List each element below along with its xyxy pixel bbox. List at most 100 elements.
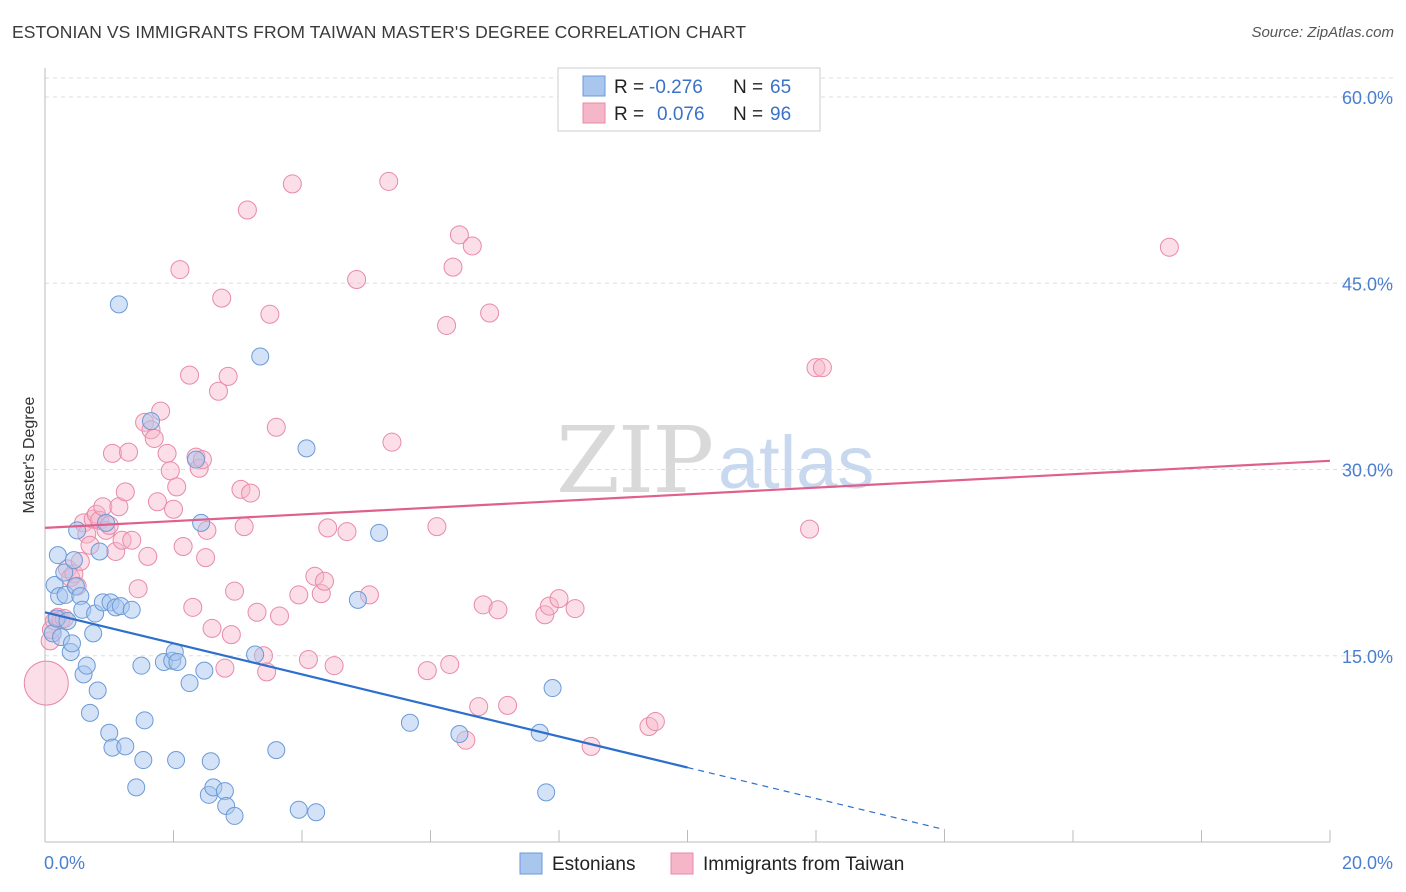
estonian-point [251,347,270,366]
taiwan-point [498,695,518,715]
estonian-point [168,652,187,671]
taiwan-point [170,260,190,280]
chart-title: ESTONIAN VS IMMIGRANTS FROM TAIWAN MASTE… [12,22,747,42]
taiwan-point [119,442,139,462]
estonians-trend-line [44,611,688,769]
taiwan-point [196,548,216,568]
taiwan-point [180,365,200,385]
taiwan-point [427,517,447,537]
taiwan-point [23,660,69,706]
y-tick-label: 15.0% [1342,647,1393,667]
bottom-legend-estonians: Estonians [552,854,635,875]
taiwan-point [225,581,245,601]
legend-swatch-estonians [582,75,606,97]
taiwan-point [260,304,280,324]
legend-r-value: 0.076 [657,104,705,125]
bottom-legend-swatch-taiwan [670,852,694,875]
estonian-point [246,645,265,664]
taiwan-point [382,432,402,452]
estonian-point [142,412,161,431]
estonian-point [116,737,135,756]
estonian-point [195,661,214,680]
taiwan-trend-line [44,459,1331,529]
estonian-point [55,563,74,582]
correlation-legend: R = -0.276 N = 65 R = 0.076 N = 96 [557,67,821,132]
taiwan-point [469,697,489,717]
taiwan-point [237,200,257,220]
legend-n-label: N = [733,104,763,125]
taiwan-point [812,358,832,378]
taiwan-point [440,654,460,674]
estonian-point [122,600,141,619]
axes [44,68,1331,843]
taiwan-point [379,171,399,191]
taiwan-point [311,584,331,604]
taiwan-point [270,606,290,626]
taiwan-point [282,174,302,194]
estonian-point [88,681,107,700]
taiwan-point [1159,237,1179,257]
estonian-point [267,741,286,760]
estonian-point [167,751,186,770]
taiwan-point [241,483,261,503]
taiwan-point [102,443,122,463]
estonian-point [289,800,308,819]
estonian-point [62,634,81,653]
estonian-point [450,724,469,743]
y-tick-labels: 15.0% 30.0% 45.0% 60.0% [1342,88,1393,667]
estonian-point [84,624,103,643]
taiwan-point [218,366,238,386]
estonian-point [48,546,67,565]
taiwan-point [806,358,826,378]
x-tick-label: 20.0% [1342,853,1393,873]
grid-lines [45,77,1395,657]
watermark-atlas: atlas [718,421,874,504]
x-tick-label: 0.0% [44,853,85,873]
legend-r-label: R = [614,104,644,125]
series-legend: Estonians Immigrants from Taiwan [519,852,904,875]
estonian-point [348,590,367,609]
taiwan-point [221,625,241,645]
taiwan-point [122,530,142,550]
taiwan-point [305,566,325,586]
taiwan-point [473,595,493,615]
estonian-point [537,783,556,802]
estonian-point [80,703,99,722]
taiwan-point [347,270,367,290]
taiwan-point [160,461,180,481]
estonian-point [186,450,205,469]
taiwan-point [324,656,344,676]
legend-r-value: -0.276 [649,77,703,98]
taiwan-point [212,288,232,308]
estonian-point [58,611,77,630]
taiwan-point [93,497,113,517]
estonian-point [192,513,211,532]
y-tick-label: 60.0% [1342,88,1393,108]
taiwan-point [417,661,437,681]
estonians-trend-extension [687,766,945,831]
y-axis-label: Master's Degree [21,396,38,513]
taiwan-point [480,303,500,323]
trend-lines [44,459,1331,831]
legend-n-value: 65 [770,77,791,98]
x-tick-labels: 0.0% 20.0% [44,853,1393,873]
estonian-point [400,713,419,732]
taiwan-point [549,589,569,609]
taiwan-point [639,717,659,737]
estonians-points [43,295,562,825]
taiwan-point [437,315,457,335]
taiwan-point [488,600,508,620]
estonian-point [90,542,109,561]
taiwan-point [144,428,164,448]
taiwan-point [183,597,203,617]
estonian-point [77,656,96,675]
taiwan-point [266,417,286,437]
taiwan-point [147,492,167,512]
taiwan-point [800,519,820,539]
taiwan-point [247,602,267,622]
taiwan-point [289,585,309,605]
taiwan-point [208,381,228,401]
estonian-point [135,711,154,730]
legend-swatch-taiwan [582,102,606,124]
taiwan-point [164,499,183,519]
